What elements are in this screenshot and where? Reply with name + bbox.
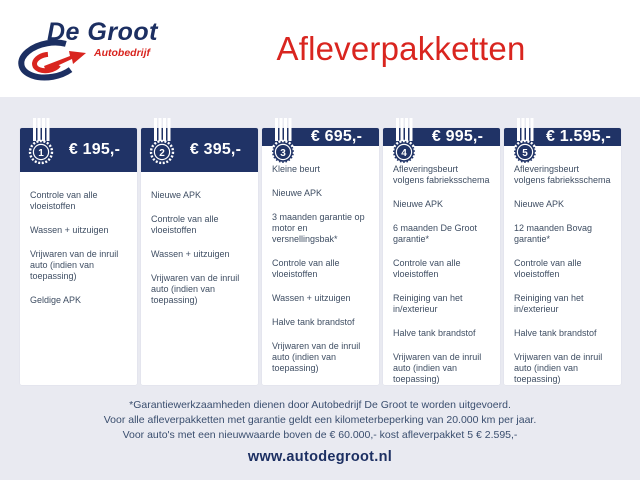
package-header-2: 2 € 395,- [141, 118, 258, 172]
svg-text:1: 1 [38, 148, 44, 159]
package-card-1: 1 € 195,- Controle van alle vloeistoffen… [20, 118, 137, 385]
package-price: € 995,- [431, 128, 484, 145]
header: De Groot Autobedrijf Afleverpakketten [0, 0, 640, 97]
package-item: 6 maanden De Groot garantie* [393, 223, 478, 244]
brand-logo: De Groot Autobedrijf [14, 16, 172, 82]
package-item: 3 maanden garantie op motor en versnelli… [272, 212, 365, 244]
package-items: Controle van alle vloeistoffen Wassen + u… [20, 172, 137, 319]
footer-note: Voor alle afleverpakketten met garantie … [103, 414, 537, 426]
package-items: Afleveringsbeurt volgens fabrieksschema N… [383, 146, 500, 398]
package-items: Nieuwe APK Controle van alle vloeistoffen… [141, 172, 258, 319]
package-item: 12 maanden Bovag garantie* [514, 223, 593, 244]
package-item: Halve tank brandstof [272, 317, 355, 327]
package-item: Vrijwaren van de inruil auto (indien van… [30, 249, 119, 281]
package-header-1: 1 € 195,- [20, 118, 137, 172]
package-item: Halve tank brandstof [393, 328, 476, 338]
package-item: Kleine beurt [272, 164, 321, 174]
website-url[interactable]: www.autodegroot.nl [247, 449, 393, 465]
package-item: Reiniging van het in/exterieur [514, 293, 584, 314]
package-card-2: 2 € 395,- Nieuwe APK Controle van alle vl… [141, 118, 258, 385]
package-header-3: 3 € 695,- [262, 118, 379, 165]
svg-text:4: 4 [401, 148, 407, 159]
page-title: Afleverpakketten [276, 29, 526, 67]
package-item: Vrijwaren van de inruil auto (indien van… [393, 352, 482, 384]
medal-2-icon: 2 [149, 118, 175, 165]
package-item: Vrijwaren van de inruil auto (indien van… [151, 273, 240, 305]
package-header-4: 4 € 995,- [383, 118, 500, 165]
package-item: Halve tank brandstof [514, 328, 597, 338]
package-item: Controle van alle vloeistoffen [514, 258, 582, 279]
package-card-3: 3 € 695,- Kleine beurt Nieuwe APK 3 maande… [262, 118, 379, 387]
svg-text:3: 3 [280, 148, 286, 159]
medal-4-icon: 4 [391, 118, 417, 165]
package-item: Nieuwe APK [272, 188, 323, 198]
package-item: Reiniging van het in/exterieur [393, 293, 463, 314]
package-price: € 395,- [189, 141, 242, 158]
footer-notes: *Garantiewerkzaamheden dienen door Autob… [0, 398, 640, 443]
degroot-swoosh-arrow-icon [18, 39, 86, 80]
package-item: Nieuwe APK [393, 199, 444, 209]
package-price: € 695,- [310, 128, 363, 145]
content-area: 1 € 195,- Controle van alle vloeistoffen… [0, 97, 640, 480]
package-items: Kleine beurt Nieuwe APK 3 maanden garantie… [262, 146, 379, 387]
medal-3-icon: 3 [270, 118, 296, 165]
package-card-4: 4 € 995,- Afleveringsbeurt volgens fabri… [383, 118, 500, 385]
package-header-5: 5 € 1.595,- [504, 118, 621, 165]
package-card-5: 5 € 1.595,- Afleveringsbeurt volgens fab… [504, 118, 621, 385]
package-item: Wassen + uitzuigen [151, 249, 230, 259]
logo-name: De Groot [47, 17, 158, 46]
footer-note: *Garantiewerkzaamheden dienen door Autob… [129, 399, 511, 411]
package-item: Afleveringsbeurt volgens fabrieksschema [393, 164, 490, 185]
package-item: Nieuwe APK [514, 199, 565, 209]
package-item: Wassen + uitzuigen [272, 293, 351, 303]
package-item: Vrijwaren van de inruil auto (indien van… [514, 352, 603, 384]
medal-1-icon: 1 [28, 118, 54, 165]
package-cards: 1 € 195,- Controle van alle vloeistoffen… [20, 118, 621, 387]
logo-subtitle: Autobedrijf [94, 46, 150, 59]
title-container: Afleverpakketten [172, 30, 640, 68]
svg-text:5: 5 [522, 148, 528, 159]
package-price: € 1.595,- [546, 128, 611, 145]
medal-5-icon: 5 [512, 118, 538, 165]
package-item: Controle van alle vloeistoffen [151, 214, 219, 235]
package-price: € 195,- [68, 141, 121, 158]
package-item: Nieuwe APK [151, 190, 202, 200]
footer-note: Voor auto's met een nieuwwaarde boven de… [122, 429, 518, 441]
package-item: Afleveringsbeurt volgens fabrieksschema [514, 164, 611, 185]
package-item: Vrijwaren van de inruil auto (indien van… [272, 341, 361, 373]
package-item: Wassen + uitzuigen [30, 225, 109, 235]
package-item: Geldige APK [30, 295, 82, 305]
package-items: Afleveringsbeurt volgens fabrieksschema N… [504, 146, 621, 398]
package-item: Controle van alle vloeistoffen [30, 190, 98, 211]
svg-text:2: 2 [159, 148, 165, 159]
package-item: Controle van alle vloeistoffen [272, 258, 340, 279]
package-item: Controle van alle vloeistoffen [393, 258, 461, 279]
